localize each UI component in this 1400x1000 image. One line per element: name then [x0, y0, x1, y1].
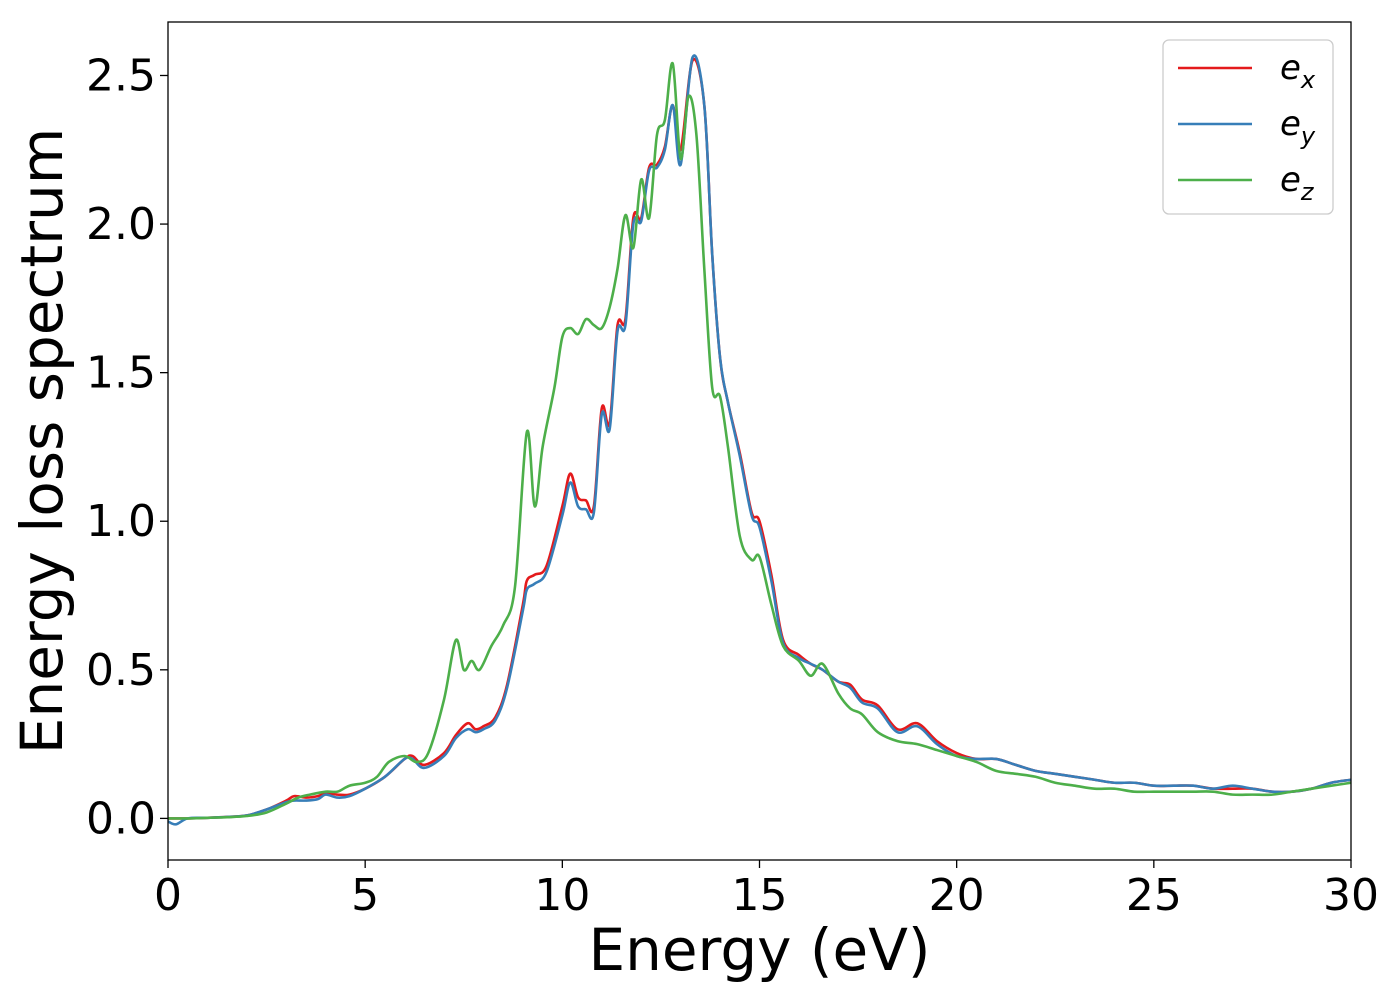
x-tick-label: 10 — [534, 870, 590, 921]
legend-label-base: e — [1280, 160, 1301, 200]
legend-label-subscript: x — [1300, 66, 1316, 94]
legend-label-subscript: y — [1300, 122, 1316, 150]
y-tick-label: 1.0 — [86, 496, 156, 547]
y-tick-label: 0.0 — [86, 793, 156, 844]
x-tick-label: 25 — [1126, 870, 1182, 921]
plot-background — [168, 22, 1351, 860]
legend-label-z: ez — [1280, 160, 1315, 206]
x-axis-ticks: 0 5 10 15 20 25 30 — [154, 860, 1379, 921]
legend-label-subscript: z — [1300, 178, 1315, 206]
legend-label-base: e — [1280, 48, 1301, 88]
x-tick-label: 0 — [154, 870, 182, 921]
series-line-y — [167, 54, 1352, 826]
x-tick-label: 20 — [929, 870, 985, 921]
y-axis-title: Energy loss spectrum — [8, 128, 76, 754]
legend-label-y: ey — [1280, 104, 1316, 150]
y-tick-label: 2.5 — [86, 50, 156, 101]
x-axis-title: Energy (eV) — [588, 916, 930, 984]
legend-frame — [1162, 39, 1334, 215]
series-layer — [167, 54, 1352, 826]
y-tick-label: 2.0 — [86, 199, 156, 250]
y-tick-label: 1.5 — [86, 348, 156, 399]
y-tick-label: 0.5 — [86, 645, 156, 696]
legend-label-x: ex — [1280, 48, 1316, 94]
legend-label-base: e — [1280, 104, 1301, 144]
y-axis-ticks: 0.0 0.5 1.0 1.5 2.0 2.5 — [86, 50, 168, 844]
x-tick-label: 15 — [732, 870, 788, 921]
x-tick-label: 5 — [351, 870, 379, 921]
x-tick-label: 30 — [1323, 870, 1379, 921]
series-line-z — [167, 62, 1352, 820]
